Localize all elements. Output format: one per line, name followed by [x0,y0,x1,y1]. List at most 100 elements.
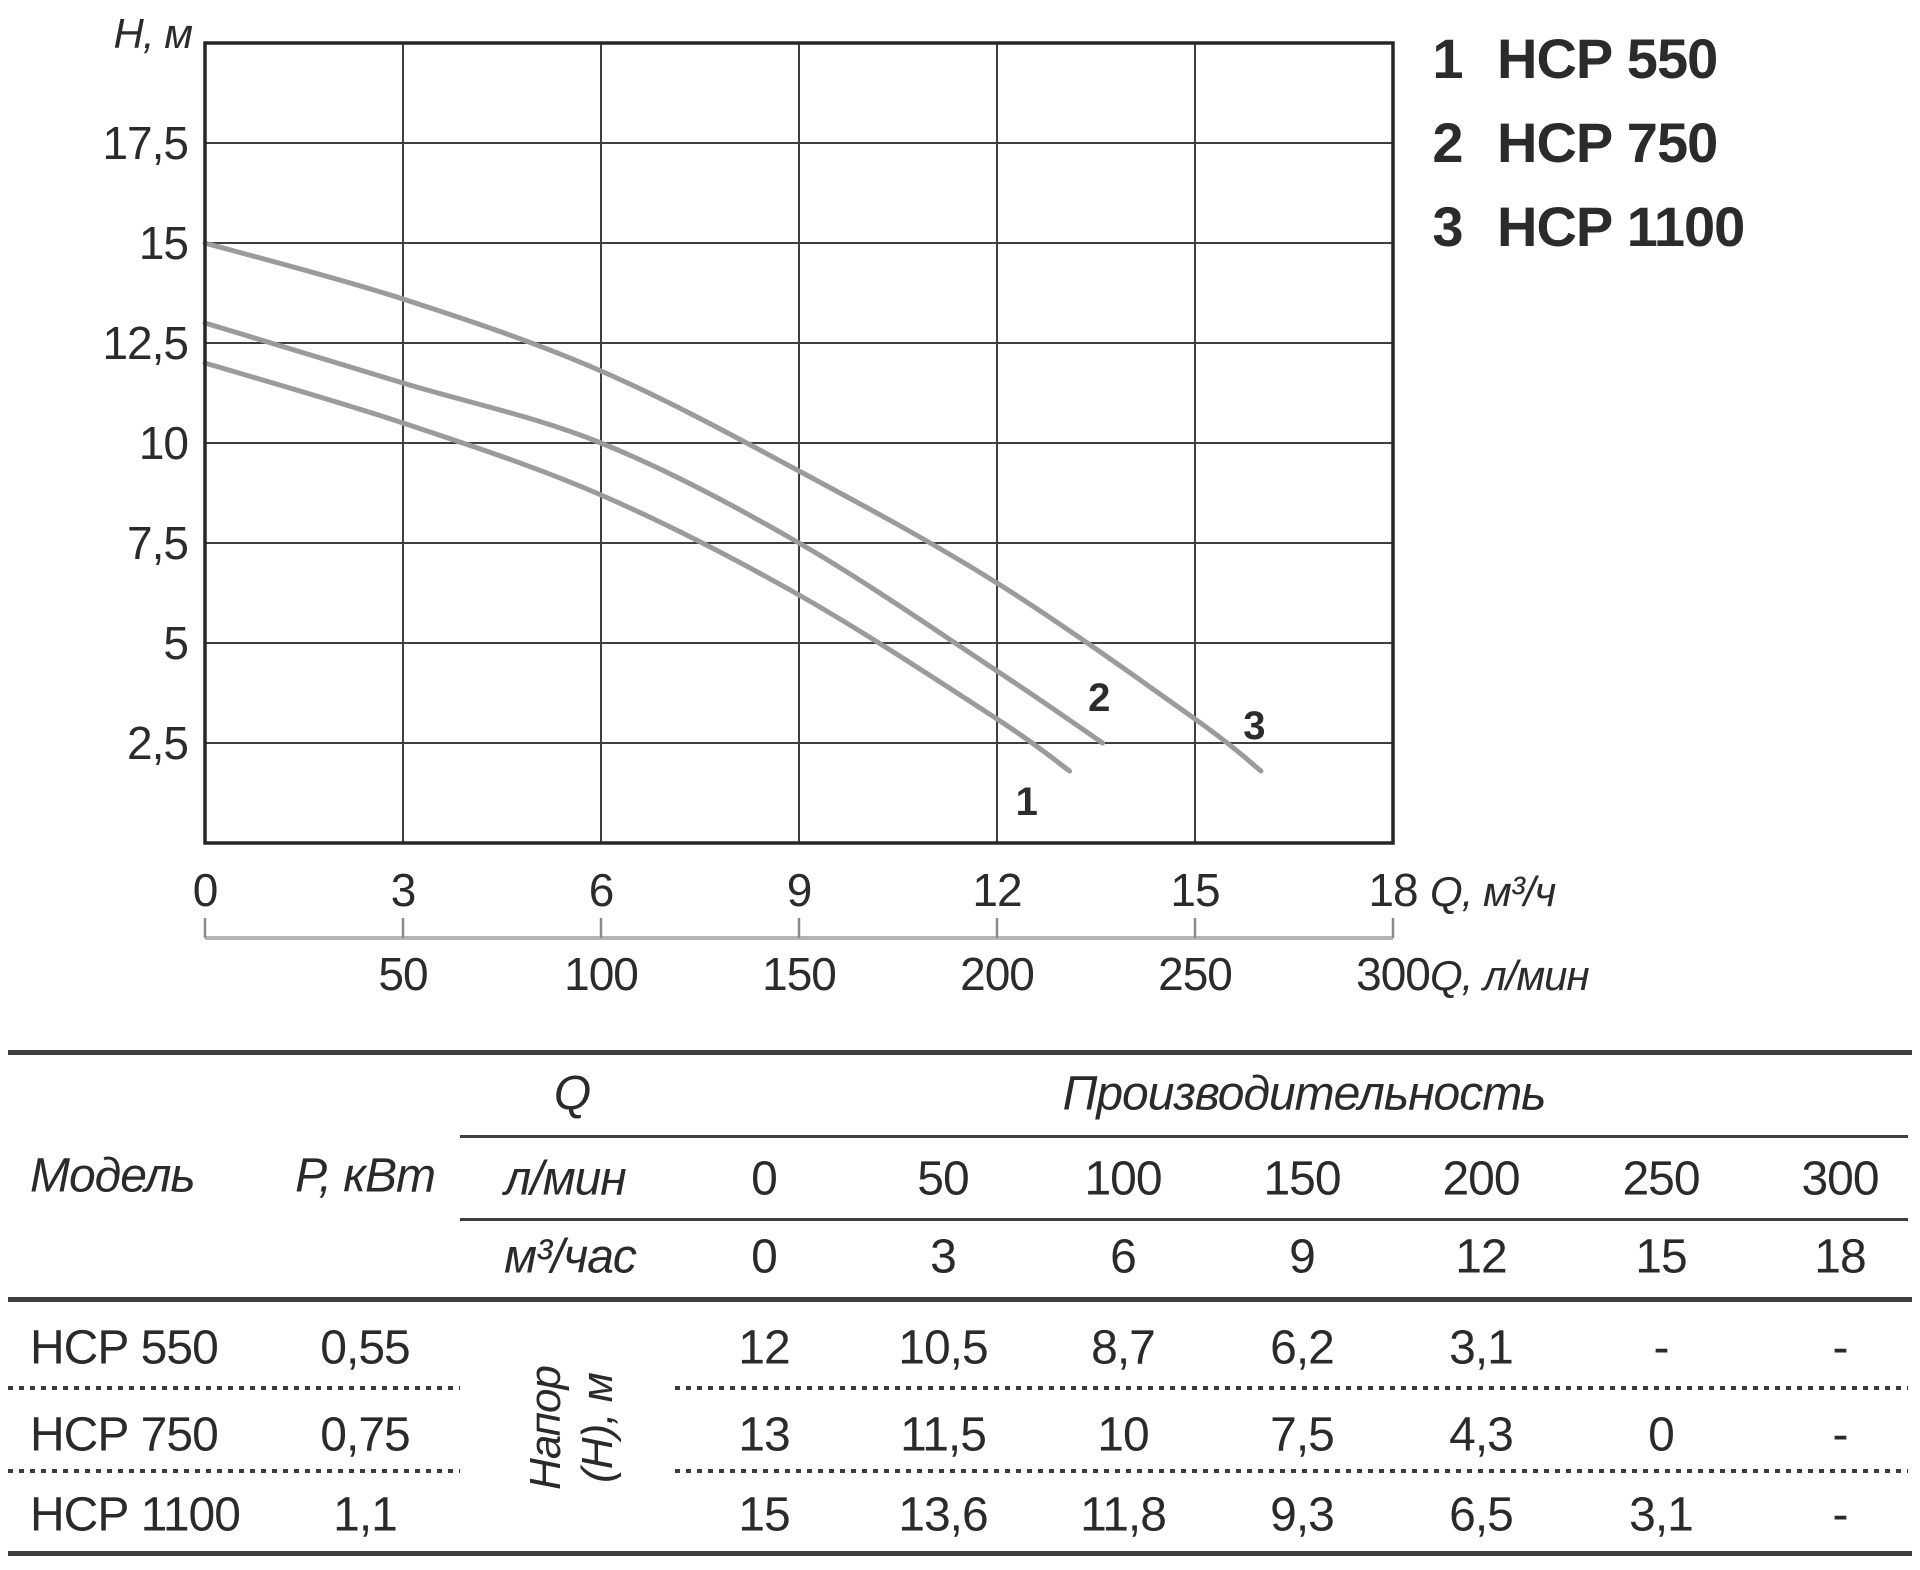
head-value: 12 [738,1321,790,1375]
y-tick-label: 2,5 [127,717,188,769]
head-value: 10,5 [898,1321,988,1375]
flow-lmin-value: 300 [1801,1152,1879,1206]
head-value: 3,1 [1629,1488,1694,1542]
curve-1 [202,360,1073,774]
secondary-x-tick-label: 300 [1356,948,1430,1000]
flow-m3h-value: 0 [751,1230,778,1284]
secondary-x-tick-label: 250 [1158,948,1232,1000]
secondary-x-axis: 50 100 150 200 250 300 [203,918,1431,1000]
x-tick-label: 9 [787,864,812,916]
flow-lmin-value: 50 [917,1152,969,1206]
head-value: 9,3 [1270,1488,1335,1542]
col-header-q: Q [553,1067,591,1121]
model-name: НСР 1100 [30,1488,241,1542]
flow-lmin-value: 250 [1622,1152,1700,1206]
power-value: 1,1 [333,1488,398,1542]
plot-border [203,41,1395,845]
head-column-label: Напор (Н), м [520,1366,624,1490]
power-value: 0,75 [320,1408,410,1462]
row-divider-dotted [8,1386,460,1390]
flow-lmin-value: 100 [1084,1152,1162,1206]
secondary-x-tick-label: 200 [960,948,1034,1000]
flow-m3h-value: 6 [1110,1230,1137,1284]
secondary-x-tick-label: 150 [762,948,836,1000]
head-value: 11,8 [1080,1488,1167,1542]
head-value: - [1832,1488,1849,1542]
curve-3 [202,240,1264,774]
y-tick-label: 12,5 [102,317,188,369]
x-tick-label: 12 [972,864,1021,916]
power-value: 0,55 [320,1321,410,1375]
flow-m3h-value: 18 [1814,1230,1866,1284]
col-header-model: Модель [30,1149,196,1203]
head-value: 3,1 [1449,1321,1514,1375]
row-divider-dotted [675,1469,1908,1473]
row-divider-dotted [8,1469,460,1473]
y-tick-label: 5 [163,617,188,669]
header-divider-2 [460,1218,1908,1221]
head-value: 0 [1648,1408,1675,1462]
x-tick-label: 0 [193,864,218,916]
chart-gridlines [205,43,1393,843]
pump-curves: 1 2 3 [202,240,1266,824]
y-tick-label: 10 [139,417,188,469]
x-tick-label: 3 [391,864,416,916]
curve-number-label-2: 2 [1088,676,1110,720]
head-label-line1: Напор [521,1366,571,1490]
flow-lmin-value: 150 [1263,1152,1341,1206]
legend-label-2: НСР 750 [1497,111,1717,174]
curve-number-label-3: 3 [1243,704,1265,748]
flow-m3h-value: 3 [930,1230,957,1284]
chart-legend: 1 НСР 550 2 НСР 750 3 НСР 1100 [1432,27,1745,258]
head-value: 13 [738,1408,790,1462]
head-label-line2: (Н), м [573,1373,622,1483]
y-tick-label: 7,5 [127,517,188,569]
x-tick-label: 18 [1368,864,1417,916]
x-axis-title: Q, м³/ч [1430,868,1555,915]
x-tick-label: 15 [1170,864,1219,916]
flow-m3h-value: 15 [1635,1230,1687,1284]
col-header-power: Р, кВт [295,1149,436,1203]
head-value: - [1653,1321,1670,1375]
head-value: - [1832,1321,1849,1375]
legend-label-3: НСР 1100 [1497,195,1744,258]
table-top-border [8,1050,1912,1055]
head-value: 11,5 [900,1408,987,1462]
legend-num-3: 3 [1432,195,1463,258]
row-divider-dotted [675,1386,1908,1390]
unit-label-lmin: л/мин [504,1152,626,1206]
unit-label-m3h: м³/час [504,1230,637,1284]
model-name: НСР 750 [30,1408,219,1462]
flow-m3h-value: 9 [1289,1230,1316,1284]
col-header-performance: Производительность [1062,1067,1547,1121]
y-tick-label: 17,5 [102,117,188,169]
head-value: 8,7 [1091,1321,1156,1375]
x-tick-label: 6 [589,864,614,916]
table-bottom-border [8,1551,1912,1556]
head-value: 4,3 [1449,1408,1514,1462]
curve-2 [202,320,1106,746]
secondary-x-axis-title: Q, л/мин [1430,952,1590,999]
secondary-x-tick-label: 50 [378,948,427,1000]
legend-num-2: 2 [1432,111,1463,174]
secondary-x-tick-label: 100 [564,948,638,1000]
flow-lmin-value: 200 [1442,1152,1520,1206]
head-value: 15 [738,1488,790,1542]
head-value: 13,6 [898,1488,988,1542]
curve-number-label-1: 1 [1016,780,1038,824]
flow-lmin-value: 0 [751,1152,778,1206]
legend-num-1: 1 [1432,27,1463,90]
header-divider-1 [460,1135,1908,1138]
legend-label-1: НСР 550 [1497,27,1717,90]
y-axis-title: Н, м [114,10,193,57]
head-value: 6,5 [1449,1488,1514,1542]
model-name: НСР 550 [30,1321,219,1375]
head-value: 7,5 [1270,1408,1335,1462]
head-value: 10 [1097,1408,1149,1462]
flow-m3h-value: 12 [1455,1230,1507,1284]
y-tick-label: 15 [139,217,188,269]
